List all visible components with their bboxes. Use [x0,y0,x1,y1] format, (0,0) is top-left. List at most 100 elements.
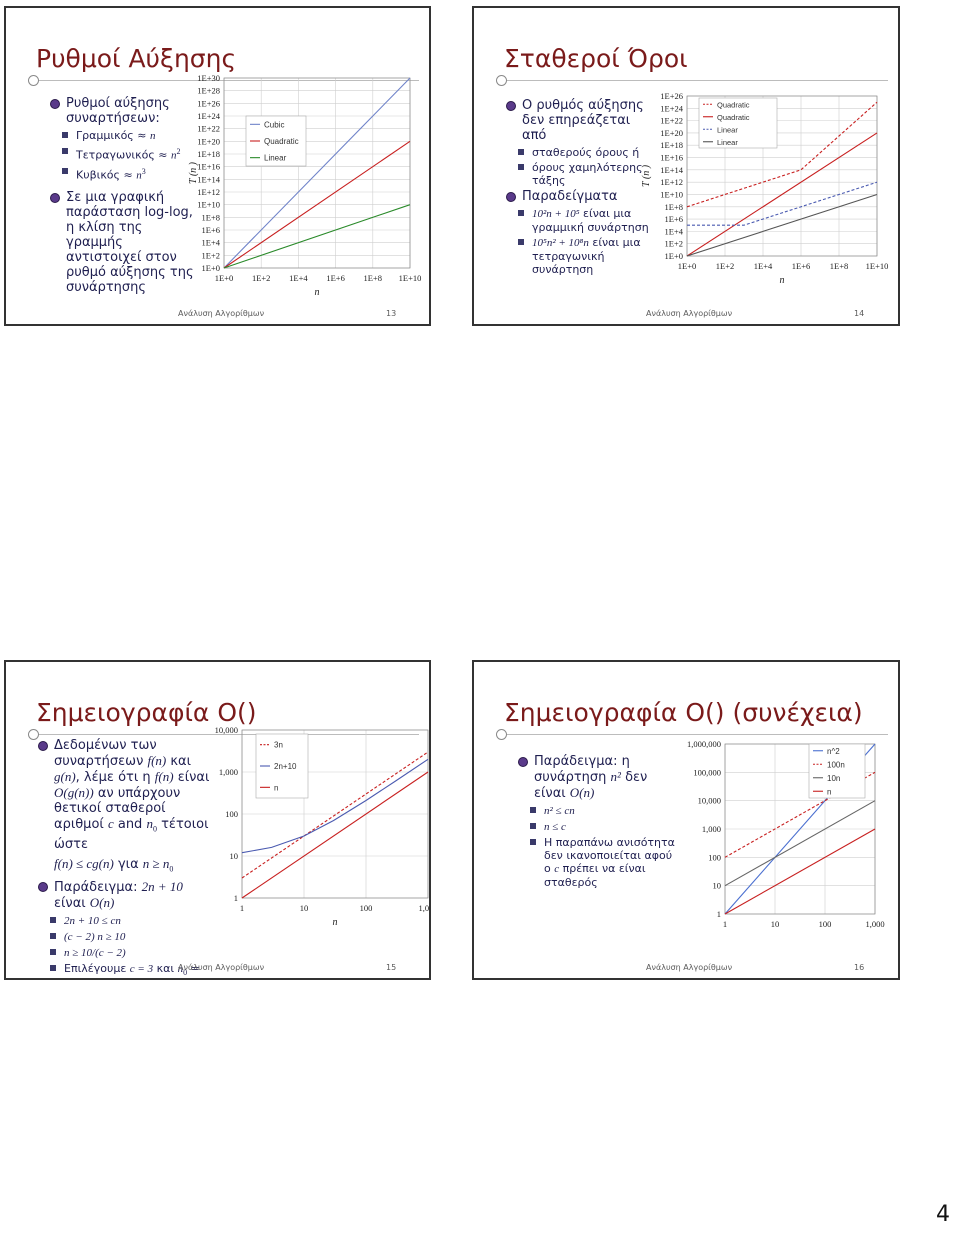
x-tick-label: 1E+0 [215,273,234,283]
y-tick-label: 1E+2 [202,250,221,260]
slide-number: 14 [854,309,865,318]
y-tick-label: 1E+18 [660,140,683,150]
slide-16: Σημειογραφία O() (συνέχεια) Παράδειγμα: … [472,660,900,980]
slide-number: 13 [386,309,397,318]
text: πρέπει να είναι σταθερός [544,862,646,889]
math-sub: 0 [183,968,188,978]
math: c [107,816,114,831]
y-tick-label: 10 [230,851,239,861]
bullet: Σε μια γραφική παράσταση log-log, η κλίσ… [50,190,200,295]
sub-bullet: n² ≤ cn [518,804,678,818]
slide-footer: Ανάλυση Αλγορίθμων [178,963,265,972]
series-line [724,800,876,887]
series-line [686,101,878,208]
slide-title: Σταθεροί Όροι [504,44,688,73]
sub-bullet: n ≥ 10/(c − 2) [38,946,214,960]
y-tick-label: 1E+4 [202,238,221,248]
y-tick-label: 1E+20 [660,128,683,138]
math-expr: 10²n + 10⁵ [532,208,580,220]
math-exp: 2 [176,147,181,156]
math-exp: 3 [141,166,146,176]
math-var: n [136,169,142,182]
text: Παράδειγμα: η συνάρτηση [534,754,630,785]
x-tick-label: 1,000 [865,919,884,929]
x-tick-label: 1E+4 [289,273,308,283]
y-tick-label: 100 [708,852,721,862]
x-tick-label: 1E+8 [364,273,383,283]
x-tick-label: 1,000 [418,903,431,913]
chart-slide14: 1E+0 1E+2 1E+4 1E+6 1E+8 1E+10 1E+12 1E+14 1E+16… [641,91,888,286]
text: για [113,856,143,872]
plot-frame [686,95,878,257]
slide-body: Δεδομένων των συναρτήσεων f(n) και g(n),… [38,738,214,978]
chart-slide16: 1 10 100 1,000 10,000 100,000 1,000,000 1 10 100 1… [687,739,885,935]
y-tick-label: 1E+22 [197,124,220,134]
y-tick-label: 10,000 [215,726,238,735]
bullet-text: είναι μια τετραγωνική συνάρτηση [532,236,641,276]
text: τέτοιοι ώστε [54,817,209,852]
y-tick-label: 1E+16 [660,153,683,163]
bullet: Παράδειγμα: η συνάρτηση n² δεν είναι O(n… [518,754,678,801]
slide-body: Παράδειγμα: η συνάρτηση n² δεν είναι O(n… [518,754,678,891]
legend-label: Quadratic [264,137,299,146]
sub-bullet: n ≤ c [518,820,678,834]
text: και [166,754,192,769]
bullet-text: σταθερούς όρους ή [532,146,640,159]
title-rule [28,80,419,81]
slide-13: Ρυθμοί Αύξησης Ρυθμοί αύξησης συναρτήσεω… [4,6,431,326]
sub-bullet: Τετραγωνικός ≈ n2 [50,145,200,163]
y-tick-label: 1E+26 [660,91,683,101]
y-tick-label: 1E+0 [202,263,221,273]
title-rule [496,80,888,81]
x-tick-label: 100 [360,903,373,913]
y-tick-label: 100,000 [693,767,721,777]
x-tick-label: 1E+2 [252,273,271,283]
x-tick-label: 1E+2 [716,261,735,271]
legend-box [698,97,778,149]
y-axis-label: T (n ) [188,161,199,184]
series-line [223,77,411,269]
y-axis-label: T (n ) [641,164,652,187]
math: n ≥ 10/(c − 2) [64,947,126,960]
x-tick-label: 1E+8 [830,261,849,271]
sub-bullet: 2n + 10 ≤ cn [38,914,214,928]
legend-label: 100n [827,760,845,769]
legend-label: Linear [717,138,738,147]
bullet-text: Γραμμικός ≈ [76,129,150,142]
legend-label: Quadratic [717,113,750,122]
slide-15: Σημειογραφία O() Δεδομένων των συναρτήσε… [4,660,431,980]
legend-label: Linear [717,125,738,134]
sub-bullet: Η παραπάνω ανισότητα δεν ικανοποιείται α… [518,836,678,889]
rule-dot-icon [28,75,39,86]
slide-footer: Ανάλυση Αλγορίθμων [646,309,733,318]
text: Δεδομένων των συναρτήσεων [54,738,157,769]
math: O(n) [569,785,595,800]
title-rule [28,734,419,735]
legend-label: Linear [264,154,287,163]
series-line [686,132,878,257]
x-tick-label: 1 [723,919,727,929]
y-tick-label: 1,000 [219,767,238,777]
text: and [113,817,147,832]
sub-bullet: Κυβικός ≈ n3 [50,165,200,183]
x-tick-label: 10 [300,903,309,913]
x-tick-label: 100 [819,919,832,929]
y-tick-label: 1E+18 [197,149,220,159]
text: δεν είναι [534,770,648,801]
legend-box [808,743,866,799]
bullet-text: όρους χαμηλότερης τάξης [532,161,643,187]
bullet: Παραδείγματα [506,189,656,204]
slide-title: Σημειογραφία O() (συνέχεια) [504,698,863,727]
x-axis-label: n [798,933,803,935]
math: c = 3 [129,963,154,976]
y-tick-label: 1E+28 [197,86,220,96]
rule-dot-icon [496,729,507,740]
x-axis-label: n [315,287,320,296]
x-tick-label: 10 [771,919,780,929]
math: 2n + 10 [141,879,183,895]
bullet: Παράδειγμα: 2n + 10 είναι O(n) [38,879,214,911]
series-line [686,193,878,257]
y-tick-label: 1E+20 [197,136,220,146]
y-tick-label: 1E+14 [660,165,683,175]
math: n ≤ c [544,821,566,833]
